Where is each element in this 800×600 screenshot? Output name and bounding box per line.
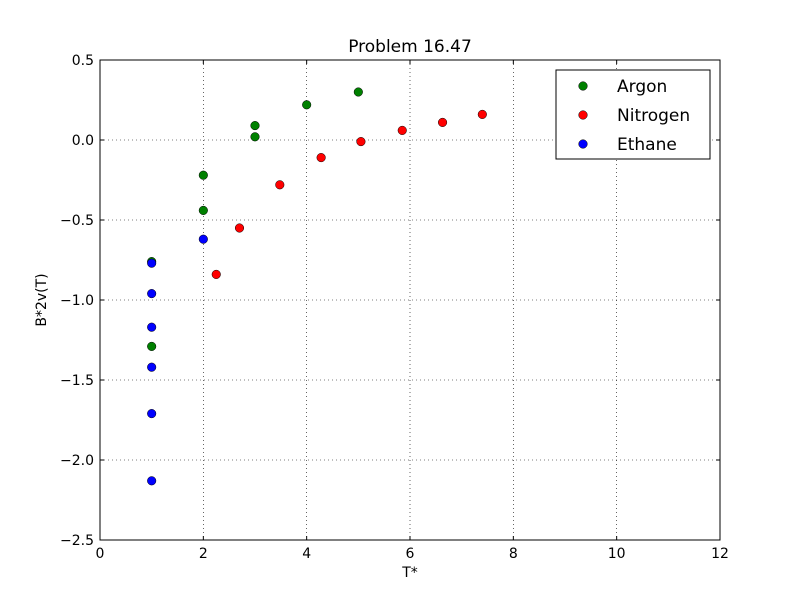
nitrogen-point (356, 137, 366, 147)
legend-marker-ethane (578, 139, 588, 149)
data-points (147, 87, 487, 486)
argon-point (353, 87, 363, 97)
ethane-point (147, 476, 157, 486)
axis-ticks: 0 2 4 6 8 10 12 −2.5 −2.0 −1.5 −1.0 −0.5 0.0 0.5 (60, 53, 729, 562)
argon-point (198, 170, 208, 180)
y-tick-label: −2.0 (60, 453, 94, 469)
legend-marker-argon (578, 81, 588, 91)
x-tick-label: 8 (509, 546, 518, 562)
legend-label-ethane: Ethane (617, 135, 677, 155)
ethane-point (147, 289, 157, 299)
legend: Argon Nitrogen Ethane (555, 69, 711, 160)
argon-point (198, 205, 208, 215)
y-tick-label: 0.0 (72, 133, 94, 149)
argon-point (250, 121, 260, 131)
ethane-point (198, 234, 208, 244)
nitrogen-point (275, 180, 285, 190)
x-tick-label: 10 (608, 546, 626, 562)
ethane-point (147, 258, 157, 268)
argon-point (250, 132, 260, 142)
y-tick-label: −1.5 (60, 373, 94, 389)
nitrogen-point (438, 117, 448, 127)
x-axis-label: T* (401, 565, 418, 581)
ethane-point (147, 362, 157, 372)
nitrogen-point (397, 125, 407, 135)
nitrogen-point (316, 153, 326, 163)
chart-title: Problem 16.47 (348, 37, 472, 57)
argon-point (302, 100, 312, 110)
legend-marker-nitrogen (578, 110, 588, 120)
x-tick-label: 6 (406, 546, 415, 562)
y-tick-label: −0.5 (60, 213, 94, 229)
x-tick-label: 12 (711, 546, 729, 562)
nitrogen-point (211, 269, 221, 279)
x-tick-label: 2 (199, 546, 208, 562)
argon-point (147, 341, 157, 351)
y-tick-label: 0.5 (72, 53, 94, 69)
legend-label-argon: Argon (617, 77, 667, 97)
ethane-point (147, 322, 157, 332)
nitrogen-point (234, 223, 245, 233)
legend-label-nitrogen: Nitrogen (617, 106, 690, 126)
y-tick-label: −1.0 (60, 293, 94, 309)
nitrogen-point (477, 109, 487, 119)
ethane-point (147, 409, 157, 419)
y-tick-label: −2.5 (60, 533, 94, 549)
x-tick-label: 0 (96, 546, 105, 562)
y-axis-label: B*2v(T) (34, 273, 50, 326)
x-tick-label: 4 (302, 546, 311, 562)
